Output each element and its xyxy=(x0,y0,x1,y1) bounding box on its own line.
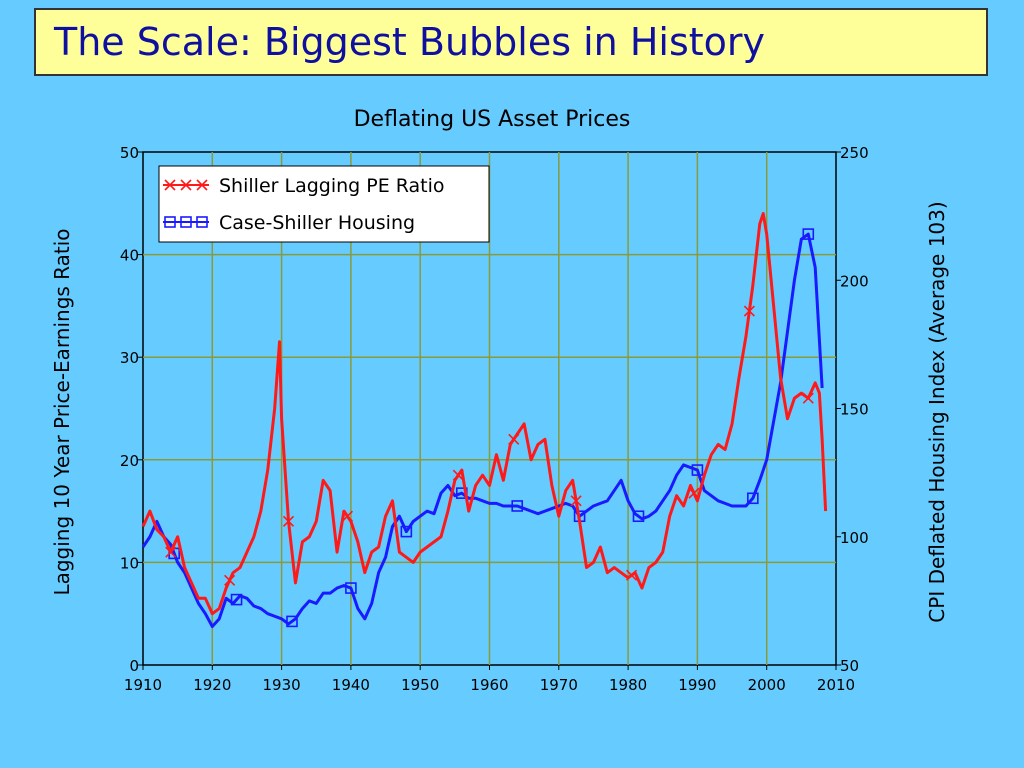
legend-housing-sq-2 xyxy=(196,216,208,228)
housing-marker-2 xyxy=(286,615,298,628)
legend-label-pe: Shiller Lagging PE Ratio xyxy=(219,175,445,197)
pe-marker-4 xyxy=(452,469,464,481)
housing-marker-6 xyxy=(511,500,524,512)
series-case-shiller-housing xyxy=(141,228,824,629)
slide-title: The Scale: Biggest Bubbles in History xyxy=(54,20,766,64)
legend-label-housing: Case-Shiller Housing xyxy=(219,212,415,234)
pe-marker-2 xyxy=(282,515,295,527)
y2-tick-label-200: 200 xyxy=(840,272,869,290)
x-tick-label-1920: 1920 xyxy=(193,676,231,694)
x-axis-ticks: 1910 1920 1930 1940 1950 1960 1970 1980 1990 2000… xyxy=(124,665,855,694)
y2-tick-label-100: 100 xyxy=(840,529,869,547)
y-tick-label-20: 20 xyxy=(120,452,139,470)
x-tick-label-2010: 2010 xyxy=(817,676,855,694)
pe-marker-10 xyxy=(802,392,814,404)
y2-tick-label-50: 50 xyxy=(840,657,859,675)
pe-marker-5 xyxy=(508,433,520,445)
pe-marker-3 xyxy=(341,510,354,522)
x-tick-label-1990: 1990 xyxy=(678,676,716,694)
housing-marker-9 xyxy=(691,464,704,476)
chart-title: Deflating US Asset Prices xyxy=(354,107,631,132)
y2-tick-label-150: 150 xyxy=(840,401,869,419)
housing-marker-3 xyxy=(345,582,357,594)
slide-title-box: The Scale: Biggest Bubbles in History xyxy=(34,8,988,76)
y-axis-ticks: 0 10 20 30 40 50 xyxy=(120,144,143,675)
y-tick-label-40: 40 xyxy=(120,247,139,265)
y2-axis-ticks: 50 100 150 200 250 xyxy=(836,144,869,675)
x-tick-label-1950: 1950 xyxy=(401,676,439,694)
legend-pe-x-1 xyxy=(180,179,192,191)
pe-line xyxy=(141,212,828,616)
legend-housing-sq-1 xyxy=(180,216,192,228)
x-tick-label-1960: 1960 xyxy=(470,676,508,694)
x-tick-label-1940: 1940 xyxy=(332,676,370,694)
housing-marker-11 xyxy=(802,228,815,240)
pe-marker-7 xyxy=(625,569,638,581)
legend-marker-housing xyxy=(163,216,209,228)
y-tick-label-50: 50 xyxy=(120,144,139,162)
pe-marker-6 xyxy=(570,495,582,507)
housing-marker-8 xyxy=(632,510,645,523)
pe-marker-0 xyxy=(165,546,177,558)
y-tick-label-0: 0 xyxy=(129,657,139,675)
series-shiller-pe xyxy=(141,212,828,616)
housing-marker-4 xyxy=(400,525,413,538)
pe-marker-1 xyxy=(224,574,236,586)
pe-marker-9 xyxy=(743,305,755,317)
legend-box xyxy=(158,165,490,243)
legend-marker-pe xyxy=(163,179,209,191)
legend-housing-sq-0 xyxy=(164,216,176,228)
y-axis-label: Lagging 10 Year Price-Earnings Ratio xyxy=(50,228,74,595)
y-tick-label-30: 30 xyxy=(120,349,139,367)
y-tick-label-10: 10 xyxy=(120,554,139,572)
y2-axis-label: CPI Deflated Housing Index (Average 103) xyxy=(925,201,949,622)
y2-tick-label-250: 250 xyxy=(840,144,869,162)
x-tick-label-1910: 1910 xyxy=(124,676,162,694)
x-tick-label-2000: 2000 xyxy=(748,676,786,694)
housing-marker-10 xyxy=(747,492,759,505)
housing-marker-1 xyxy=(230,593,243,606)
x-tick-label-1980: 1980 xyxy=(609,676,647,694)
legend: Shiller Lagging PE Ratio Case-Shiller Ho… xyxy=(158,165,490,243)
housing-line xyxy=(141,232,824,629)
x-tick-label-1970: 1970 xyxy=(540,676,578,694)
legend-pe-x-2 xyxy=(196,179,208,191)
legend-pe-x-0 xyxy=(164,179,176,191)
pe-marker-8 xyxy=(688,487,700,499)
x-tick-label-1930: 1930 xyxy=(263,676,301,694)
